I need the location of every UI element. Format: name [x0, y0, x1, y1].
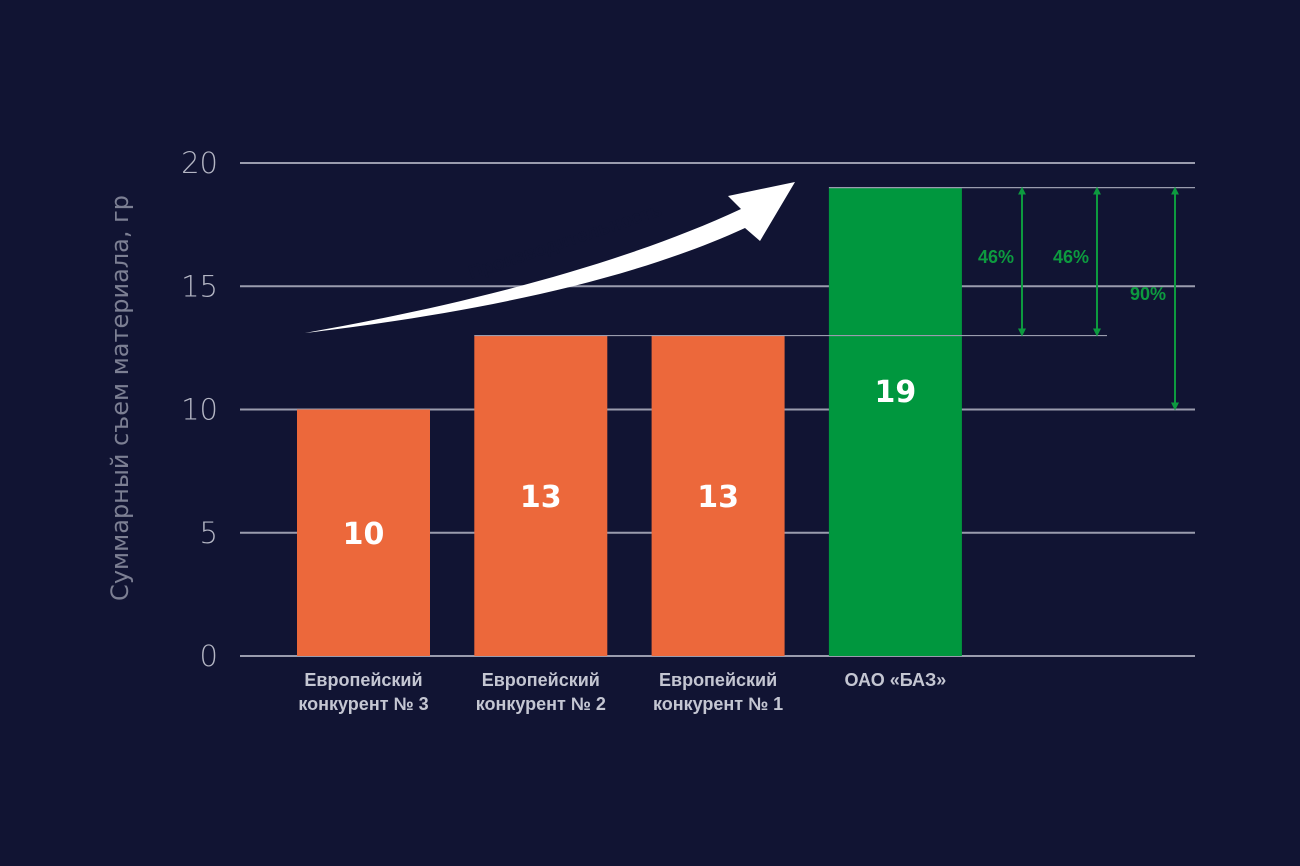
- category-label-3: ОАО «БАЗ»: [844, 670, 946, 690]
- bars: [297, 187, 962, 656]
- y-tick-15: 15: [181, 269, 218, 303]
- y-tick-0: 0: [200, 639, 218, 673]
- bar-0: [297, 409, 430, 656]
- value-label-0: 10: [343, 517, 385, 552]
- y-tick-10: 10: [181, 393, 218, 427]
- bar-3: [828, 187, 962, 656]
- data-labels: 10 13 13 19: [343, 375, 917, 552]
- y-tick-5: 5: [200, 516, 218, 550]
- bar-2: [651, 335, 785, 656]
- performance-arrow: Производительность: [305, 182, 795, 333]
- bar-1: [474, 335, 608, 656]
- value-label-1: 13: [520, 480, 562, 515]
- value-label-2: 13: [697, 480, 739, 515]
- comparison-label-1: 46%: [1053, 247, 1089, 267]
- y-tick-20: 20: [181, 146, 218, 180]
- category-label-1: Европейский конкурент № 2: [476, 670, 606, 714]
- value-label-3: 19: [875, 375, 917, 410]
- reference-lines: [474, 187, 1195, 337]
- category-label-0: Европейский конкурент № 3: [298, 670, 428, 714]
- y-axis-label: Суммарный съем материала, гр: [106, 195, 134, 601]
- x-axis-categories: Европейский конкурент № 3 Европейский конку…: [298, 670, 946, 714]
- comparison-label-0: 46%: [978, 247, 1014, 267]
- performance-arrow-label: Производительность: [466, 200, 665, 284]
- category-label-2: Европейский конкурент № 1: [653, 670, 783, 714]
- comparison-arrows: 46% 46% 90%: [978, 186, 1179, 411]
- comparison-label-2: 90%: [1130, 284, 1166, 304]
- y-axis-ticks: 0 5 10 15 20: [181, 146, 218, 673]
